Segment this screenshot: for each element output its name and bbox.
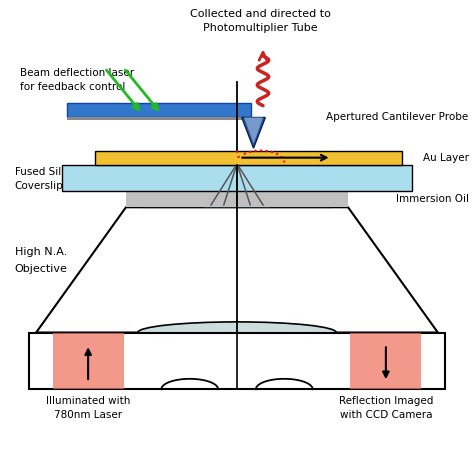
Polygon shape [350, 333, 421, 389]
Polygon shape [53, 333, 124, 389]
FancyBboxPatch shape [126, 191, 348, 207]
Text: Illuminated with: Illuminated with [46, 396, 130, 406]
Text: High N.A.: High N.A. [15, 247, 67, 257]
Text: 780nm Laser: 780nm Laser [54, 410, 122, 420]
Polygon shape [244, 118, 263, 143]
Text: Coverslip: Coverslip [15, 181, 64, 191]
Polygon shape [53, 207, 216, 333]
FancyBboxPatch shape [67, 118, 251, 120]
Polygon shape [204, 328, 270, 389]
FancyBboxPatch shape [29, 333, 445, 389]
Polygon shape [36, 207, 438, 333]
Text: Collected and directed to: Collected and directed to [190, 9, 331, 19]
Polygon shape [53, 333, 124, 389]
Polygon shape [258, 207, 421, 333]
FancyBboxPatch shape [95, 150, 402, 165]
Text: Reflection Imaged: Reflection Imaged [339, 396, 433, 406]
Polygon shape [350, 333, 421, 389]
FancyBboxPatch shape [62, 165, 412, 191]
Text: Apertured Cantilever Probe: Apertured Cantilever Probe [326, 112, 469, 122]
FancyBboxPatch shape [67, 103, 251, 118]
Polygon shape [143, 155, 331, 207]
Text: Beam deflection laser: Beam deflection laser [19, 68, 134, 78]
Ellipse shape [138, 322, 336, 343]
Text: Fused Silica: Fused Silica [15, 167, 76, 177]
Text: Au Layer: Au Layer [423, 153, 469, 163]
Text: Immersion Oil: Immersion Oil [396, 194, 469, 204]
Text: Objective: Objective [15, 264, 68, 274]
Text: for feedback control: for feedback control [19, 82, 125, 92]
Polygon shape [242, 118, 265, 148]
Polygon shape [204, 191, 270, 207]
Text: with CCD Camera: with CCD Camera [340, 410, 432, 420]
Text: Photomultiplier Tube: Photomultiplier Tube [203, 23, 318, 33]
